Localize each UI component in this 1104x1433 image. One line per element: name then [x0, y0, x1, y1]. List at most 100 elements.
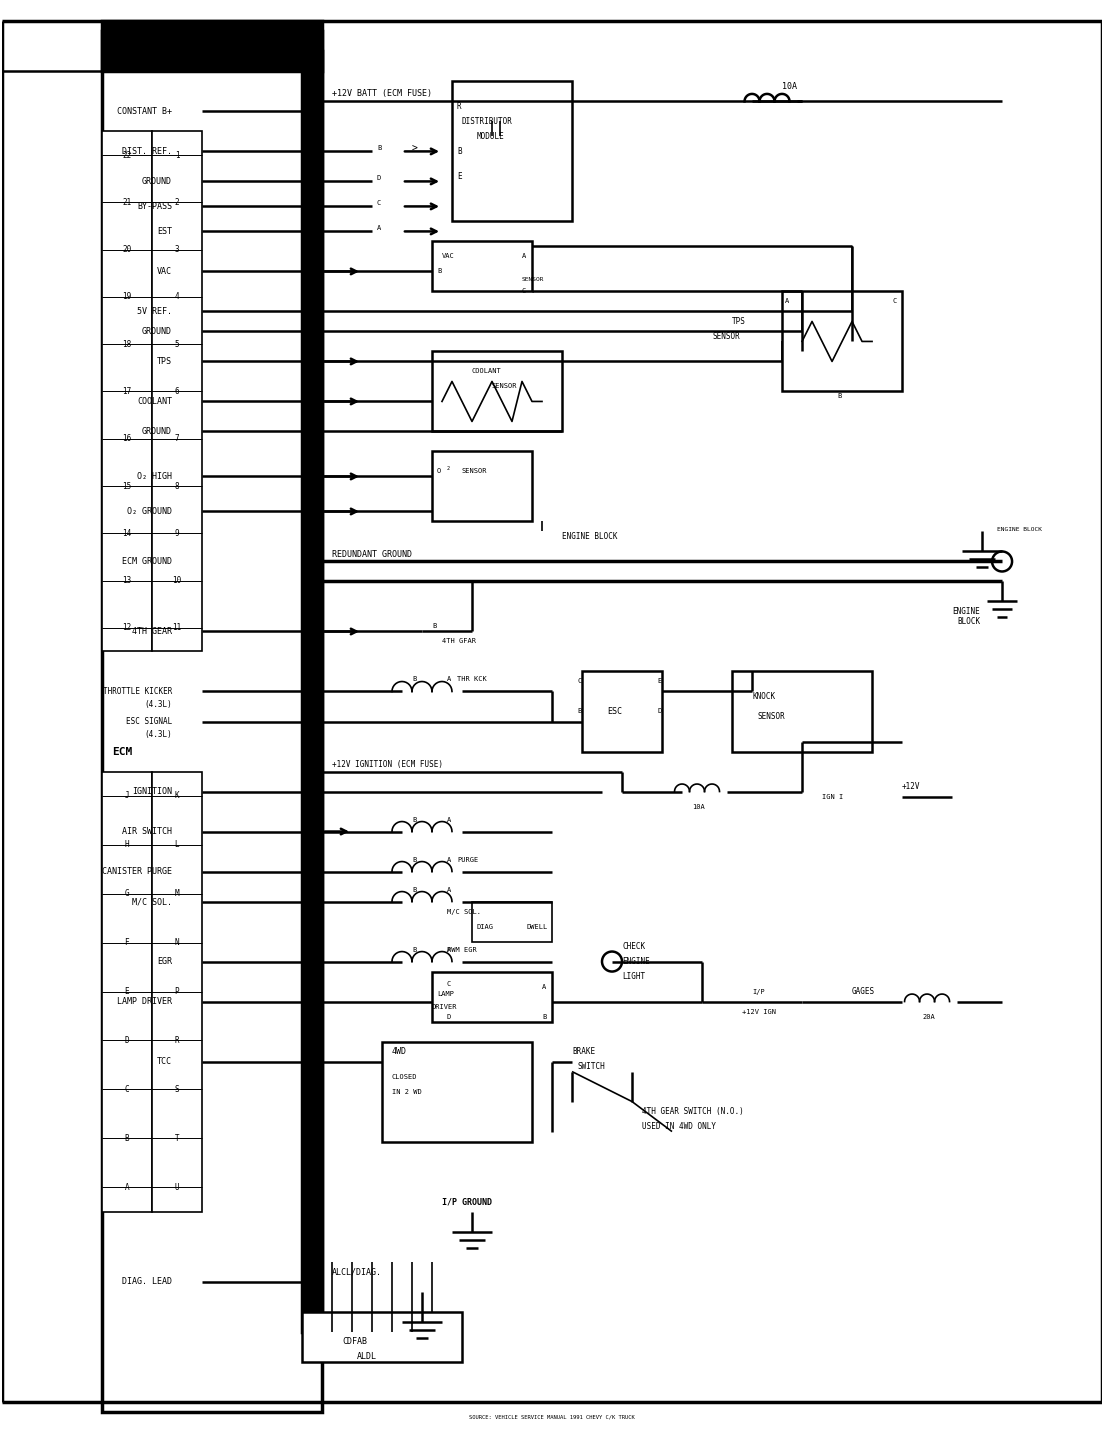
Bar [782, 291, 902, 391]
Bar [732, 672, 872, 751]
Text: BLOCK: BLOCK [957, 618, 980, 626]
Text: E: E [125, 987, 129, 996]
Bar [302, 52, 322, 1331]
Text: GROUND: GROUND [142, 176, 172, 186]
Text: E: E [657, 678, 661, 685]
Text: B: B [457, 148, 461, 156]
Text: S: S [174, 1085, 179, 1093]
Text: 11: 11 [307, 202, 316, 211]
Bar [102, 21, 322, 72]
Text: L: L [307, 716, 311, 727]
Text: U: U [174, 1182, 179, 1192]
Text: A: A [447, 887, 452, 893]
Text: H: H [125, 840, 129, 850]
Text: 21: 21 [307, 307, 316, 315]
Text: B: B [412, 676, 416, 682]
Text: 22: 22 [307, 327, 316, 335]
Text: SENSOR: SENSOR [461, 469, 488, 474]
Text: B: B [577, 708, 581, 715]
Text: +12V IGNITION (ECM FUSE): +12V IGNITION (ECM FUSE) [332, 759, 443, 770]
Text: 4WD: 4WD [392, 1048, 407, 1056]
Text: TCC: TCC [157, 1058, 172, 1066]
Text: 1: 1 [174, 150, 179, 159]
Text: C: C [307, 787, 311, 795]
Text: +12V BATT (ECM FUSE): +12V BATT (ECM FUSE) [332, 89, 432, 97]
Text: B: B [307, 827, 311, 835]
Text: I/P GROUND: I/P GROUND [442, 1197, 492, 1207]
Text: COOLANT: COOLANT [137, 397, 172, 406]
Text: VAC: VAC [442, 254, 455, 259]
Text: L: L [174, 840, 179, 850]
Text: ALCL/DIAG.: ALCL/DIAG. [332, 1267, 382, 1275]
Text: SENSOR: SENSOR [712, 332, 740, 341]
Text: COOLANT: COOLANT [473, 368, 501, 374]
Text: 18: 18 [123, 340, 131, 348]
Text: 3: 3 [174, 245, 179, 254]
Text: G: G [307, 997, 311, 1006]
Text: 6: 6 [174, 387, 179, 396]
Text: KNOCK: KNOCK [752, 692, 775, 701]
Text: BRAKE: BRAKE [572, 1048, 595, 1056]
Text: C: C [522, 288, 527, 294]
Bar [432, 451, 532, 522]
Text: GROUND: GROUND [142, 327, 172, 335]
Text: 4TH GEAR SWITCH (N.O.): 4TH GEAR SWITCH (N.O.) [643, 1108, 744, 1116]
Text: GAGES: GAGES [852, 987, 875, 996]
Text: N: N [174, 939, 179, 947]
Text: U: U [312, 572, 317, 580]
Text: LIGHT: LIGHT [622, 972, 645, 982]
Text: 10: 10 [172, 576, 181, 585]
Text: 7: 7 [307, 427, 311, 436]
Text: 2: 2 [307, 357, 311, 365]
Bar [452, 82, 572, 222]
Bar [152, 771, 202, 1211]
Text: C: C [577, 678, 581, 685]
Text: K: K [174, 791, 179, 801]
Bar [102, 32, 322, 1412]
Text: 20A: 20A [922, 1013, 935, 1019]
Text: DWELL: DWELL [527, 923, 549, 930]
Text: REDUNDANT GROUND: REDUNDANT GROUND [332, 550, 412, 559]
Text: P: P [307, 1058, 311, 1066]
Text: A: A [312, 550, 317, 559]
Bar [302, 1311, 461, 1361]
Text: ENGINE BLOCK: ENGINE BLOCK [997, 527, 1042, 532]
Text: LAMP: LAMP [437, 990, 454, 996]
Text: ESC SIGNAL: ESC SIGNAL [126, 716, 172, 727]
Text: E: E [307, 686, 311, 696]
Text: ECM: ECM [112, 747, 132, 757]
Bar [432, 351, 562, 431]
Text: 16: 16 [123, 434, 131, 443]
Text: M: M [174, 890, 179, 898]
Text: ENGINE: ENGINE [622, 957, 650, 966]
Text: (4.3L): (4.3L) [145, 699, 172, 709]
Text: R: R [457, 102, 461, 110]
Text: 20: 20 [307, 267, 316, 277]
Text: CLOSED: CLOSED [392, 1073, 417, 1079]
Text: P: P [174, 987, 179, 996]
Text: E: E [457, 172, 461, 181]
Text: ESC: ESC [607, 706, 622, 716]
Text: ALDL: ALDL [357, 1353, 376, 1361]
Bar [102, 132, 152, 652]
Bar [432, 241, 532, 291]
Text: C: C [376, 201, 381, 206]
Text: G: G [125, 890, 129, 898]
Text: 4TH GFAR: 4TH GFAR [442, 639, 476, 645]
Text: D: D [447, 1013, 452, 1019]
Text: DIST. REF.: DIST. REF. [121, 148, 172, 156]
Text: SENSOR: SENSOR [757, 712, 785, 721]
Text: B: B [437, 268, 442, 275]
Text: 5V REF.: 5V REF. [137, 307, 172, 315]
Text: IN 2 WD: IN 2 WD [392, 1089, 422, 1095]
Text: C: C [447, 980, 452, 986]
Text: EST: EST [157, 226, 172, 236]
Text: 14: 14 [123, 529, 131, 537]
Text: B: B [837, 394, 841, 400]
Text: 2: 2 [174, 198, 179, 206]
Text: T: T [174, 1134, 179, 1142]
Text: R: R [307, 107, 312, 116]
Text: A: A [376, 225, 381, 231]
Text: TPS: TPS [157, 357, 172, 365]
Text: A: A [125, 1182, 129, 1192]
